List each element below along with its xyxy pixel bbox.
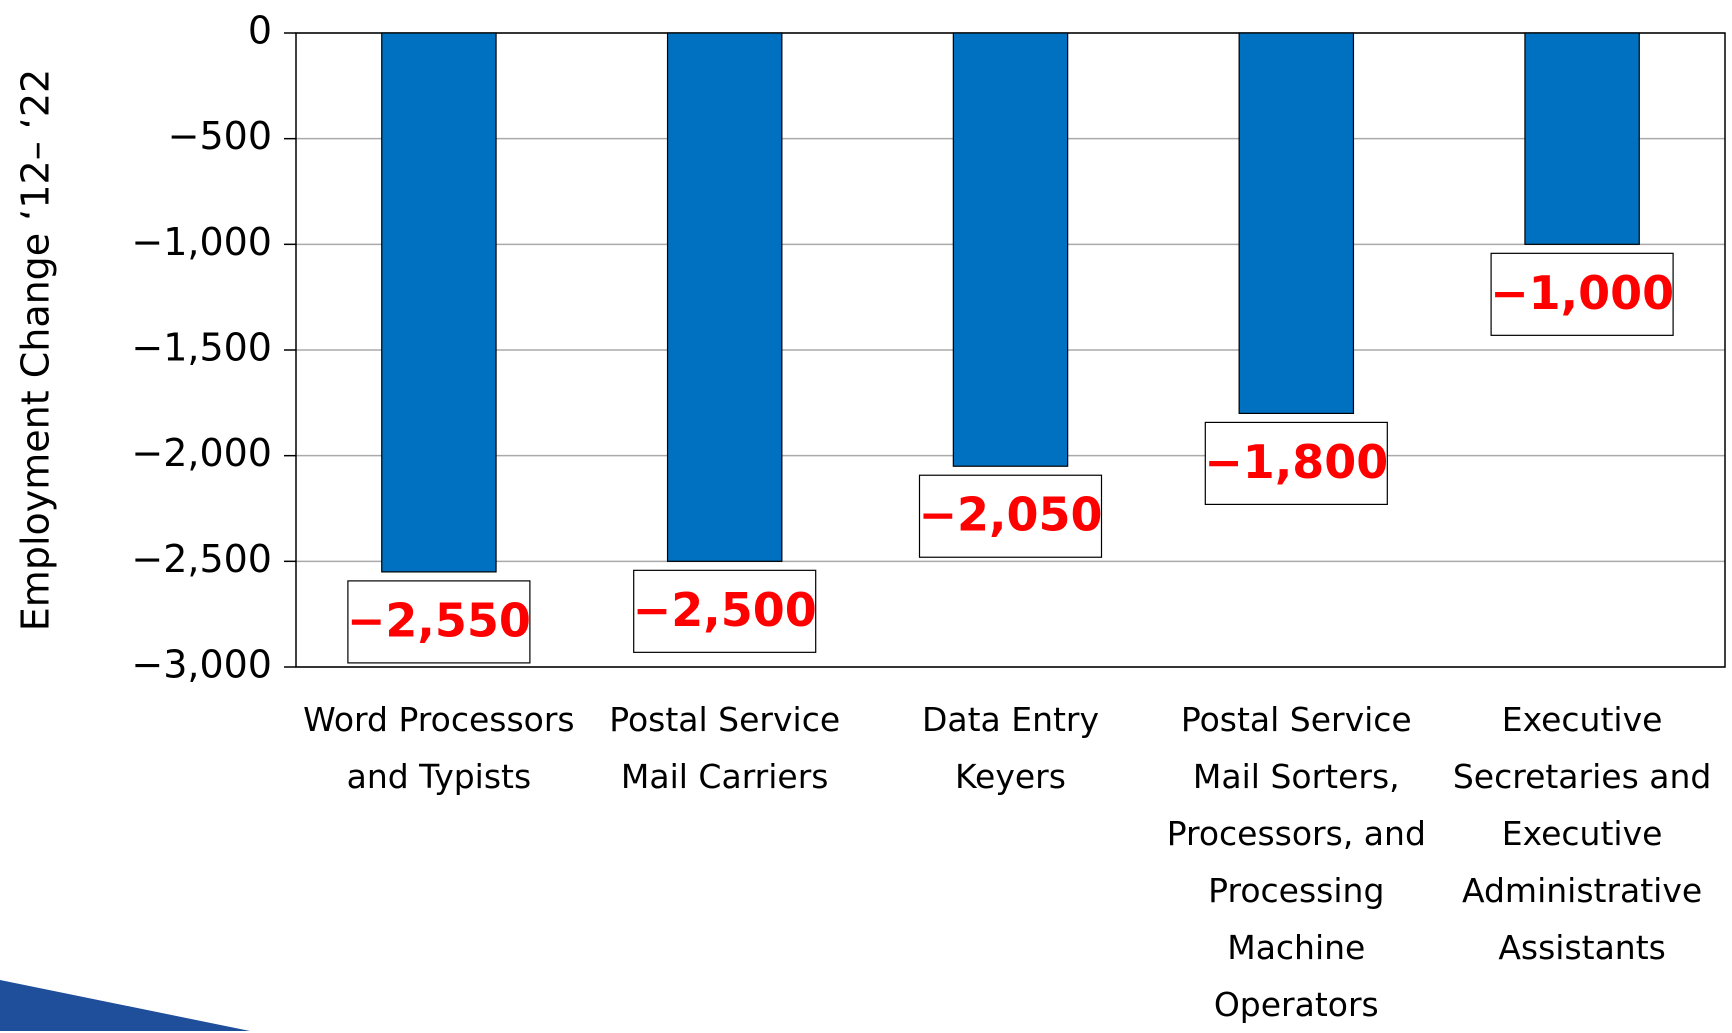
y-tick-label: −1,500 bbox=[131, 326, 272, 370]
value-label: −1,000 bbox=[1490, 266, 1674, 320]
value-label: −2,500 bbox=[633, 583, 817, 637]
bar bbox=[1239, 33, 1353, 413]
y-tick-label: 0 bbox=[248, 9, 272, 53]
y-tick-label: −500 bbox=[168, 114, 272, 158]
x-tick-label: Postal Service Mail Sorters, Processors,… bbox=[1153, 691, 1439, 1033]
bar bbox=[382, 33, 496, 572]
y-tick-label: −1,000 bbox=[131, 220, 272, 264]
x-tick-label: Postal Service Mail Carriers bbox=[582, 691, 868, 805]
y-tick-label: −2,000 bbox=[131, 431, 272, 475]
y-tick-label: −2,500 bbox=[131, 537, 272, 581]
y-axis-label: Employment Change ‘12– ‘22 bbox=[14, 69, 58, 631]
y-tick-label: −3,000 bbox=[131, 643, 272, 687]
bar bbox=[1525, 33, 1639, 244]
bar bbox=[668, 33, 782, 561]
value-label: −2,050 bbox=[918, 488, 1102, 542]
page: Employment Change ‘12– ‘22 0 −500 −1,000 −1… bbox=[0, 0, 1732, 1031]
bar bbox=[953, 33, 1067, 466]
value-label: −1,800 bbox=[1204, 435, 1388, 489]
x-tick-label: Executive Secretaries and Executive Admi… bbox=[1439, 691, 1725, 976]
decoration bbox=[0, 980, 250, 1031]
x-tick-label: Word Processors and Typists bbox=[296, 691, 582, 805]
value-label: −2,550 bbox=[347, 593, 531, 647]
x-tick-label: Data Entry Keyers bbox=[868, 691, 1154, 805]
